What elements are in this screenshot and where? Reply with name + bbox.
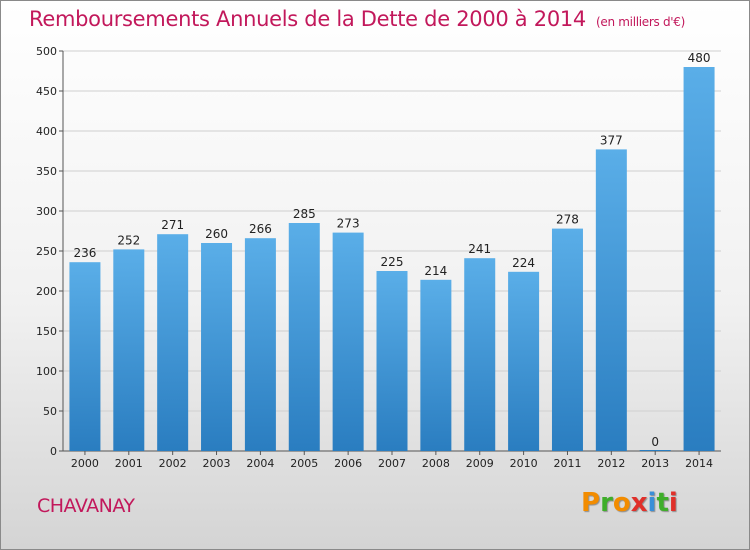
brand-letter: i — [647, 488, 657, 518]
data-label-2001: 252 — [117, 233, 140, 247]
x-tick-label-2014: 2014 — [685, 457, 713, 470]
bar-2006 — [332, 232, 364, 451]
labels: 0 50 100 150 200 250 300 350 400 450 500 236 2000 252… — [36, 45, 713, 470]
y-tick-label: 200 — [36, 285, 57, 298]
data-label-2000: 236 — [73, 246, 96, 260]
brand-letter: P — [581, 488, 601, 518]
data-label-2003: 260 — [205, 227, 228, 241]
brand-letter: o — [612, 488, 631, 518]
bar-2005 — [288, 223, 320, 451]
brand-letter: x — [630, 488, 648, 518]
bar-2007 — [376, 271, 408, 451]
y-tick-label: 400 — [36, 125, 57, 138]
x-tick-label-2002: 2002 — [159, 457, 187, 470]
bars — [69, 67, 715, 451]
bar-2009 — [464, 258, 496, 451]
x-tick-label-2007: 2007 — [378, 457, 406, 470]
brand-letter: i — [668, 488, 678, 518]
x-tick-label-2006: 2006 — [334, 457, 362, 470]
data-label-2007: 225 — [381, 255, 404, 269]
brand-logo: Proxiti — [581, 488, 678, 518]
x-tick-label-2008: 2008 — [422, 457, 450, 470]
data-label-2008: 214 — [424, 264, 447, 278]
bar-2001 — [113, 249, 145, 451]
data-label-2012: 377 — [600, 133, 623, 147]
x-tick-label-2004: 2004 — [246, 457, 274, 470]
chart-title-text: Remboursements Annuels de la Dette de 20… — [29, 7, 586, 31]
y-tick-label: 250 — [36, 245, 57, 258]
bar-2003 — [201, 243, 233, 451]
x-tick-label-2011: 2011 — [553, 457, 581, 470]
commune-name: CHAVANAY — [37, 495, 135, 517]
data-label-2005: 285 — [293, 207, 316, 221]
bar-2000 — [69, 262, 101, 451]
bar-2010 — [508, 271, 540, 451]
data-label-2010: 224 — [512, 256, 535, 270]
y-tick-label: 50 — [43, 405, 57, 418]
data-label-2011: 278 — [556, 213, 579, 227]
data-label-2013: 0 — [651, 435, 659, 449]
y-tick-label: 150 — [36, 325, 57, 338]
y-tick-label: 500 — [36, 45, 57, 58]
x-tick-label-2003: 2003 — [203, 457, 231, 470]
y-tick-label: 350 — [36, 165, 57, 178]
y-tick-label: 100 — [36, 365, 57, 378]
brand-letter: t — [656, 488, 669, 518]
y-tick-label: 0 — [50, 445, 57, 458]
chart-unit-label: (en milliers d'€) — [596, 15, 686, 29]
data-label-2002: 271 — [161, 218, 184, 232]
chart-title: Remboursements Annuels de la Dette de 20… — [29, 7, 685, 31]
bar-2008 — [420, 279, 452, 451]
x-tick-label-2005: 2005 — [290, 457, 318, 470]
brand-letter: r — [600, 488, 613, 518]
bar-2014 — [683, 67, 715, 451]
bar-2004 — [244, 238, 276, 451]
data-label-2006: 273 — [337, 217, 360, 231]
bar-2011 — [551, 228, 583, 451]
bar-2002 — [157, 234, 189, 451]
y-tick-label: 450 — [36, 85, 57, 98]
data-label-2014: 480 — [688, 51, 711, 65]
bar-2012 — [595, 149, 627, 451]
y-tick-label: 300 — [36, 205, 57, 218]
data-label-2009: 241 — [468, 242, 491, 256]
x-tick-label-2000: 2000 — [71, 457, 99, 470]
x-tick-label-2009: 2009 — [466, 457, 494, 470]
x-tick-label-2012: 2012 — [597, 457, 625, 470]
data-label-2004: 266 — [249, 222, 272, 236]
x-tick-label-2013: 2013 — [641, 457, 669, 470]
x-tick-label-2001: 2001 — [115, 457, 143, 470]
x-tick-label-2010: 2010 — [510, 457, 538, 470]
